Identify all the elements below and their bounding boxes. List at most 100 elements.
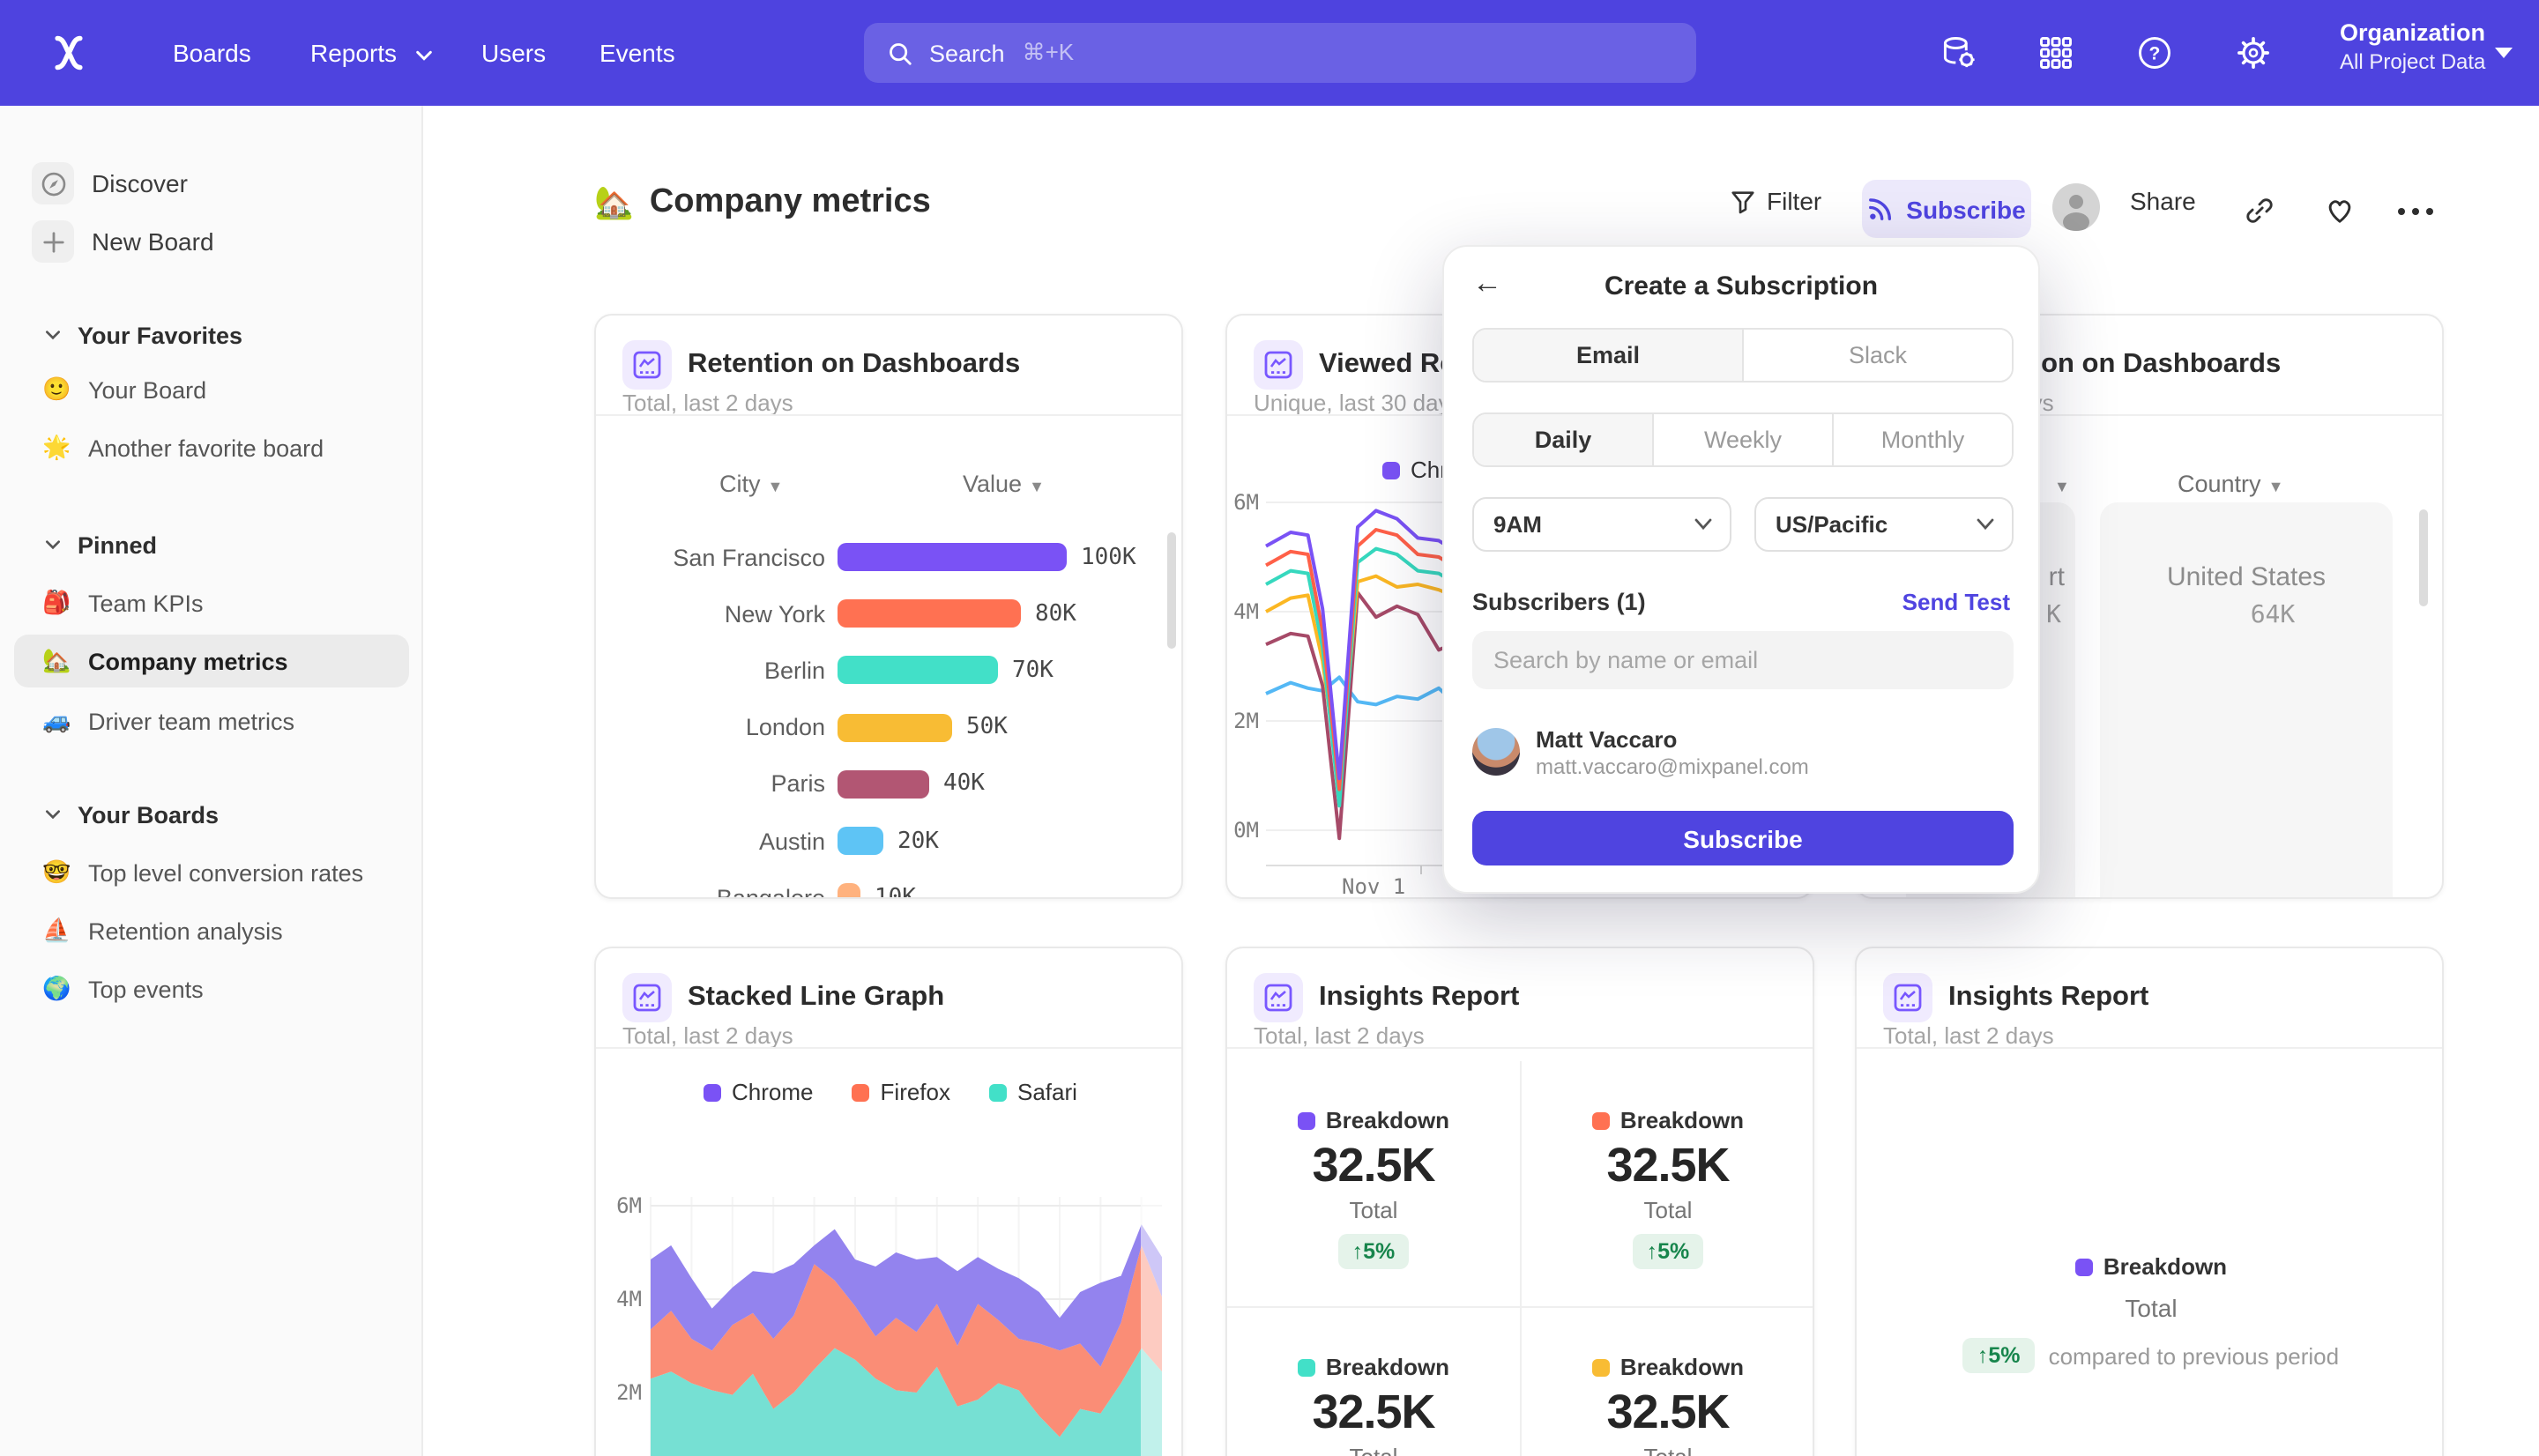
delta-badge: ↑5%: [1962, 1338, 2035, 1373]
board-emoji: 🌟: [42, 434, 71, 460]
data-management-icon[interactable]: [1940, 33, 1978, 72]
metric-value: 32.5K: [1606, 1139, 1730, 1192]
legend-swatch: [1591, 1359, 1610, 1377]
board-emoji: 🏡: [594, 184, 634, 219]
org-switcher[interactable]: Organization All Project Data: [2340, 19, 2485, 74]
column-header-value[interactable]: Value ▼: [963, 471, 1045, 497]
subscriber-search-input[interactable]: [1472, 631, 2014, 689]
sidebar-item-retention-analysis[interactable]: ⛵ Retention analysis: [14, 904, 409, 957]
settings-gear-icon[interactable]: [2234, 33, 2273, 72]
favorite-heart-icon[interactable]: [2322, 192, 2357, 227]
svg-text:?: ?: [2149, 44, 2161, 64]
section-title: Your Favorites: [78, 322, 243, 348]
copy-link-icon[interactable]: [2243, 194, 2276, 227]
subscribe-submit-button[interactable]: Subscribe: [1472, 811, 2014, 865]
tab-slack[interactable]: Slack: [1742, 330, 2012, 381]
tab-email[interactable]: Email: [1474, 330, 1742, 381]
nav-item-events[interactable]: Events: [599, 39, 675, 67]
bar: [838, 827, 883, 855]
metric-total-label: Total: [1349, 1197, 1398, 1223]
sidebar: Discover New Board Your Favorites 🙂 Your…: [0, 106, 423, 1456]
bar-value: 50K: [966, 714, 1008, 741]
grid-divider-vertical: [1520, 1061, 1522, 1456]
search-icon: [890, 42, 912, 64]
report-chart-icon: [622, 340, 672, 390]
sidebar-item-team-kpis[interactable]: 🎒 Team KPIs: [14, 576, 409, 629]
legend-swatch: [1591, 1112, 1610, 1130]
timezone-select[interactable]: US/Pacific: [1754, 497, 2014, 552]
user-avatar[interactable]: [2052, 183, 2100, 231]
sidebar-item-driver-team-metrics[interactable]: 🚙 Driver team metrics: [14, 695, 409, 747]
scrollbar-thumb[interactable]: [1167, 532, 1176, 649]
delta-badge: ↑5%: [1632, 1234, 1704, 1269]
filter-label: Filter: [1767, 187, 1822, 215]
board-emoji: 🌍: [42, 975, 71, 1001]
share-button[interactable]: Share: [2130, 187, 2196, 215]
bar: [838, 883, 860, 897]
sidebar-section-your-favorites[interactable]: Your Favorites: [0, 314, 423, 356]
sidebar-item-your-board[interactable]: 🙂 Your Board: [14, 363, 409, 416]
delta-badge: ↑5%: [1337, 1234, 1410, 1269]
row-label: Austin: [758, 828, 825, 854]
sidebar-item-company-metrics[interactable]: 🏡 Company metrics: [14, 635, 409, 687]
row-label: Berlin: [763, 657, 825, 684]
back-arrow-icon[interactable]: ←: [1472, 266, 1502, 300]
bar-value: 20K: [897, 828, 939, 854]
send-test-link[interactable]: Send Test: [1902, 589, 2010, 615]
tab-weekly[interactable]: Weekly: [1652, 414, 1832, 465]
search-placeholder: Search: [929, 40, 1005, 66]
apps-grid-icon[interactable]: [2036, 33, 2075, 72]
nav-item-users[interactable]: Users: [481, 39, 547, 67]
grid-divider-horizontal: [1227, 1306, 1813, 1308]
scrollbar-thumb[interactable]: [2419, 509, 2428, 606]
filter-button[interactable]: Filter: [1730, 187, 1821, 215]
metric-value: 32.5K: [1312, 1139, 1435, 1192]
nav-item-reports-label: Reports: [310, 39, 398, 67]
svg-text:6M: 6M: [616, 1193, 642, 1218]
nav-item-reports[interactable]: Reports: [310, 0, 434, 106]
sidebar-item-label: Top level conversion rates: [88, 859, 364, 886]
sidebar-item-top-events[interactable]: 🌍 Top events: [14, 962, 409, 1015]
sidebar-item-another-favorite-board[interactable]: 🌟 Another favorite board: [14, 421, 409, 474]
nav-item-boards[interactable]: Boards: [173, 39, 251, 67]
more-options-icon[interactable]: [2394, 204, 2437, 219]
subscribe-label: Subscribe: [1906, 195, 2026, 223]
row-label: Paris: [771, 770, 825, 798]
table-row: Austin 20K: [596, 813, 1181, 869]
search-input[interactable]: Search ⌘+K: [864, 23, 1696, 83]
chevron-down-icon: [46, 810, 60, 820]
sidebar-section-your-boards[interactable]: Your Boards: [0, 793, 423, 836]
sidebar-item-label: Retention analysis: [88, 917, 283, 944]
sidebar-item-top-level-conversion-rates[interactable]: 🤓 Top level conversion rates: [14, 846, 409, 899]
column-header-country[interactable]: Country ▼: [2178, 471, 2284, 497]
sidebar-item-discover[interactable]: Discover: [0, 159, 423, 208]
tab-daily[interactable]: Daily: [1474, 414, 1652, 465]
time-select[interactable]: 9AM: [1472, 497, 1731, 552]
report-chart-icon: [622, 973, 672, 1022]
card-title: Retention on Dashboards: [688, 349, 1021, 379]
svg-text:6M: 6M: [1233, 490, 1259, 515]
svg-text:Nov 1: Nov 1: [1342, 874, 1405, 899]
delta-note: compared to previous period: [2048, 1342, 2340, 1369]
sidebar-section-pinned[interactable]: Pinned: [0, 524, 423, 566]
card-retention-on-dashboards: Retention on Dashboards Total, last 2 da…: [594, 314, 1183, 899]
member-email: matt.vaccaro@mixpanel.com: [1536, 754, 1809, 779]
legend-swatch-chrome: [1382, 462, 1400, 479]
bar: [838, 656, 998, 685]
card-subtitle: Total, last 2 days: [622, 1022, 793, 1049]
legend-swatch-safari: [989, 1084, 1007, 1102]
column-header-city[interactable]: City ▼: [719, 471, 784, 497]
help-icon[interactable]: ?: [2135, 33, 2174, 72]
divider: [596, 1047, 1181, 1049]
sort-caret-icon: ▼: [2267, 478, 2284, 495]
subscribe-rss-icon: [1869, 198, 1892, 220]
tab-monthly[interactable]: Monthly: [1832, 414, 2012, 465]
board-emoji: 🤓: [42, 858, 71, 885]
mixpanel-logo-icon[interactable]: [49, 33, 88, 72]
sidebar-item-label: Your Board: [88, 376, 207, 403]
board-emoji: ⛵: [42, 917, 71, 943]
subscribe-button[interactable]: Subscribe: [1862, 180, 2031, 238]
legend-swatch: [1297, 1359, 1315, 1377]
sidebar-item-new-board[interactable]: New Board: [0, 217, 423, 266]
